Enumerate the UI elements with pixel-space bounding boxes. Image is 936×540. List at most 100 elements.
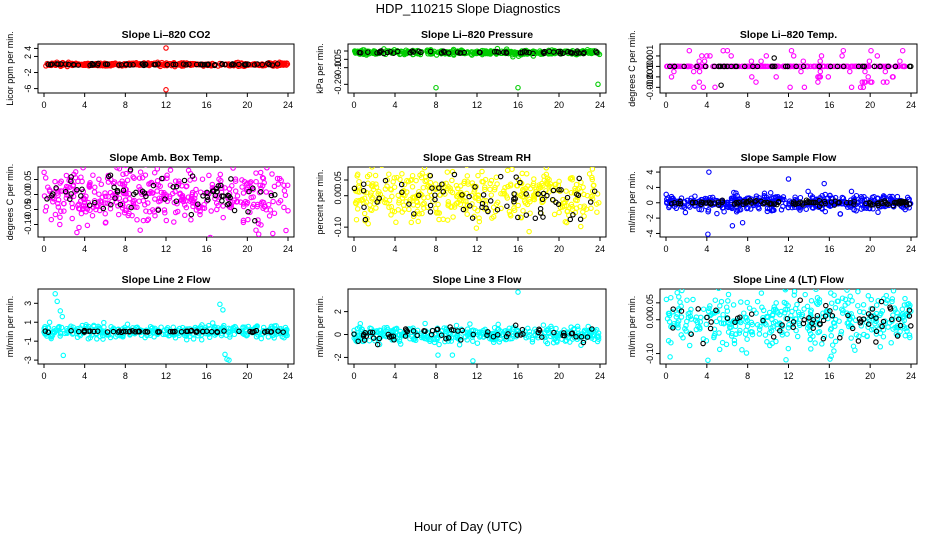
reference-point <box>517 179 523 186</box>
reference-point <box>390 50 397 56</box>
x-tick-label: 20 <box>865 100 875 110</box>
x-tick-label: 4 <box>704 371 709 381</box>
data-point <box>117 180 123 187</box>
reference-point <box>741 63 748 70</box>
reference-point <box>767 200 774 207</box>
outlier-point <box>59 313 66 320</box>
data-point <box>533 186 539 192</box>
data-point <box>435 201 441 208</box>
data-point <box>443 326 450 333</box>
reference-point <box>236 61 242 68</box>
data-point <box>239 184 245 190</box>
data-point <box>725 298 731 304</box>
reference-point <box>409 48 415 54</box>
data-point <box>761 63 768 70</box>
data-point <box>880 79 887 85</box>
data-point <box>797 194 804 201</box>
data-point <box>145 200 151 206</box>
data-point <box>201 201 207 208</box>
data-point <box>183 204 190 211</box>
data-point <box>476 218 483 225</box>
reference-point <box>530 50 536 57</box>
data-points <box>663 169 914 237</box>
x-tick-label: 20 <box>554 100 564 110</box>
data-point <box>137 227 143 233</box>
reference-point <box>840 63 847 70</box>
panel-title: Slope Line 3 Flow <box>433 274 523 286</box>
data-point <box>720 311 726 318</box>
reference-point <box>514 332 521 338</box>
data-point <box>813 289 819 293</box>
data-point <box>877 344 884 350</box>
data-point <box>414 202 421 209</box>
reference-point <box>485 208 491 215</box>
data-point <box>130 174 136 180</box>
reference-point <box>200 193 206 199</box>
data-point <box>860 309 867 316</box>
reference-point <box>427 209 434 215</box>
reference-point <box>188 211 195 218</box>
data-point <box>261 180 267 186</box>
data-point <box>748 58 755 64</box>
x-tick-label: 12 <box>161 371 171 381</box>
data-point <box>711 334 717 341</box>
y-axis-label: ml/min per min. <box>5 296 15 358</box>
reference-point <box>75 62 82 68</box>
data-point <box>759 63 766 70</box>
reference-point <box>434 326 441 333</box>
data-point <box>696 58 702 64</box>
data-point <box>75 202 81 209</box>
data-points <box>43 45 291 93</box>
data-point <box>861 331 867 338</box>
data-point <box>861 194 867 200</box>
reference-point <box>114 187 121 194</box>
reference-point <box>62 61 69 67</box>
reference-point <box>748 311 755 317</box>
data-point <box>410 213 417 220</box>
reference-point <box>254 61 260 67</box>
reference-point <box>376 335 383 342</box>
y-tick-label: 1 <box>23 320 33 325</box>
reference-point <box>670 325 676 331</box>
data-point <box>456 197 463 203</box>
data-point <box>360 51 367 58</box>
data-point <box>860 302 867 308</box>
reference-point <box>809 320 815 326</box>
data-point <box>529 336 536 343</box>
data-point <box>353 198 360 204</box>
data-point <box>227 326 234 332</box>
data-point <box>265 201 272 208</box>
data-point <box>164 325 171 331</box>
reference-point <box>827 63 834 70</box>
data-point <box>890 289 897 294</box>
data-point <box>813 300 820 306</box>
data-point <box>461 178 468 185</box>
data-point <box>544 340 551 347</box>
data-point <box>399 209 406 215</box>
data-point <box>729 195 736 202</box>
y-tick-label: 2 <box>645 185 655 190</box>
reference-point <box>258 189 264 195</box>
reference-point <box>172 61 179 68</box>
data-point <box>871 193 877 200</box>
reference-point <box>708 319 714 325</box>
data-point <box>101 319 107 326</box>
x-tick-label: 0 <box>41 371 46 381</box>
data-point <box>476 215 482 221</box>
outlier-point <box>595 81 601 88</box>
x-tick-label: 8 <box>123 100 128 110</box>
x-tick-label: 8 <box>745 244 750 254</box>
data-point <box>764 205 771 212</box>
data-point <box>408 219 415 226</box>
reference-point <box>692 199 699 206</box>
reference-point <box>45 61 52 68</box>
data-point <box>232 323 238 330</box>
data-point <box>792 194 798 200</box>
data-point <box>143 208 149 214</box>
data-point <box>680 335 686 341</box>
data-point <box>472 195 478 201</box>
data-point <box>281 334 287 341</box>
reference-point <box>820 317 827 324</box>
data-point <box>683 328 689 334</box>
data-point <box>144 167 148 168</box>
